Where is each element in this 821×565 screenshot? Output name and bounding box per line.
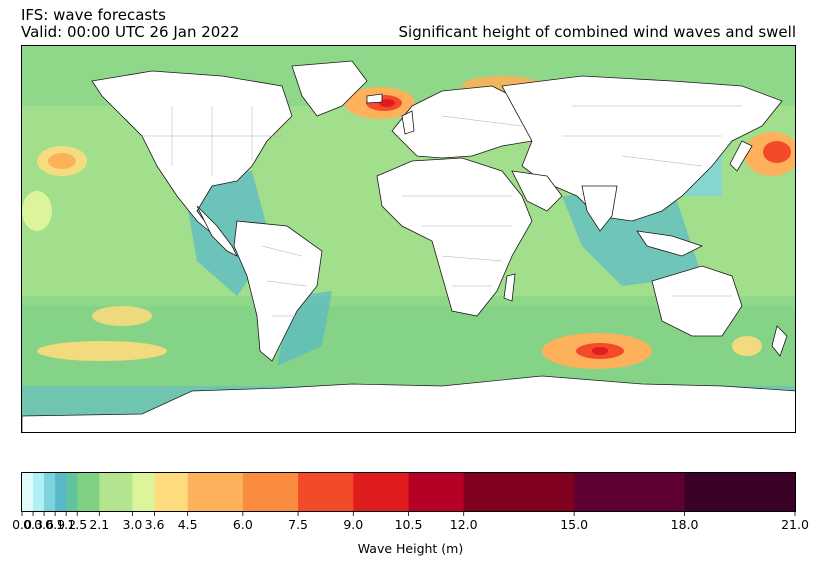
map-panel bbox=[21, 45, 796, 433]
wave-height-map bbox=[22, 46, 795, 432]
wave-patch-indian-ocean-peak bbox=[592, 347, 608, 355]
india bbox=[581, 185, 618, 232]
central-america bbox=[196, 205, 238, 257]
colorbar-tick-label: 2.1 bbox=[89, 517, 109, 532]
colorbar-swatch bbox=[77, 473, 100, 511]
colorbar-swatches bbox=[22, 473, 795, 511]
colorbar-tick-label: 3.6 bbox=[145, 517, 165, 532]
uk bbox=[401, 110, 415, 135]
colorbar-tick-label: 21.0 bbox=[781, 517, 809, 532]
title-line-2: Valid: 00:00 UTC 26 Jan 2022 bbox=[21, 23, 240, 41]
colorbar-swatch bbox=[574, 473, 686, 511]
colorbar-swatch bbox=[132, 473, 156, 511]
colorbar-tick-label: 18.0 bbox=[671, 517, 699, 532]
wave-patch-north-pacific-east-core bbox=[48, 153, 76, 169]
colorbar-tick-label: 1.2 bbox=[56, 517, 76, 532]
japan bbox=[729, 140, 753, 172]
colorbar-tick-label: 0.9 bbox=[45, 517, 65, 532]
colorbar-swatch bbox=[44, 473, 56, 511]
chart-title: IFS: wave forecasts Valid: 00:00 UTC 26 … bbox=[21, 7, 239, 41]
colorbar-tick-label: 9.0 bbox=[343, 517, 363, 532]
colorbar-swatch bbox=[99, 473, 133, 511]
colorbar-tick-label: 15.0 bbox=[560, 517, 588, 532]
colorbar-swatch bbox=[33, 473, 45, 511]
wave-patch-central-pacific bbox=[22, 191, 52, 231]
indonesia bbox=[636, 230, 704, 257]
colorbar-ticks: 0.0 0.3 0.6 0.9 1.2 1.5 2.1 3.0 3.6 4.5 6.0 7.5 9.0 1… bbox=[12, 512, 809, 542]
south-america bbox=[233, 220, 323, 362]
wave-patch-north-atlantic-peak bbox=[379, 99, 395, 107]
new-zealand bbox=[771, 325, 788, 357]
madagascar bbox=[503, 273, 516, 302]
colorbar-tick-label: 10.5 bbox=[395, 517, 423, 532]
colorbar-tick-label: 3.0 bbox=[122, 517, 142, 532]
wave-patch-south-atlantic bbox=[92, 306, 152, 326]
iceland bbox=[366, 93, 383, 104]
colorbar-tick-label: 0.0 bbox=[12, 517, 32, 532]
colorbar-tick-label: 12.0 bbox=[450, 517, 478, 532]
colorbar-swatch bbox=[353, 473, 409, 511]
colorbar-swatch bbox=[187, 473, 244, 511]
colorbar-swatch bbox=[684, 473, 795, 511]
africa bbox=[376, 157, 533, 317]
colorbar-swatch bbox=[55, 473, 67, 511]
colorbar-tick-labels: 0.00.30.60.91.21.5 2.1 3.0 3.6 4.5 6.0 7.5 9.0 1… bbox=[12, 512, 809, 532]
colorbar-swatch bbox=[242, 473, 299, 511]
colorbar-tick-label: 0.6 bbox=[34, 517, 54, 532]
colorbar-tick-label: 1.5 bbox=[67, 517, 87, 532]
colorbar-swatch bbox=[22, 473, 34, 511]
wave-patch-south-pacific bbox=[37, 341, 167, 361]
colorbar-tick-label: 6.0 bbox=[233, 517, 253, 532]
colorbar-tick-label: 0.3 bbox=[23, 517, 43, 532]
greenland bbox=[291, 60, 368, 117]
colorbar-swatch bbox=[408, 473, 465, 511]
colorbar-swatch bbox=[66, 473, 78, 511]
arabia bbox=[511, 170, 563, 212]
wave-patch-southwest-pacific bbox=[732, 336, 762, 356]
colorbar-label: Wave Height (m) bbox=[357, 541, 464, 556]
wave-patch-north-pacific-west-core bbox=[763, 141, 791, 163]
colorbar-swatch bbox=[154, 473, 189, 511]
colorbar-swatch bbox=[463, 473, 575, 511]
colorbar-swatch bbox=[298, 473, 354, 511]
colorbar-tick-label: 7.5 bbox=[288, 517, 308, 532]
country-borders bbox=[142, 105, 742, 317]
variable-title: Significant height of combined wind wave… bbox=[398, 23, 797, 41]
australia bbox=[651, 265, 743, 337]
antarctica bbox=[22, 375, 795, 432]
colorbar-tick-label: 4.5 bbox=[178, 517, 198, 532]
title-line-1: IFS: wave forecasts bbox=[21, 6, 166, 24]
colorbar bbox=[21, 472, 796, 512]
landmasses bbox=[91, 60, 788, 362]
